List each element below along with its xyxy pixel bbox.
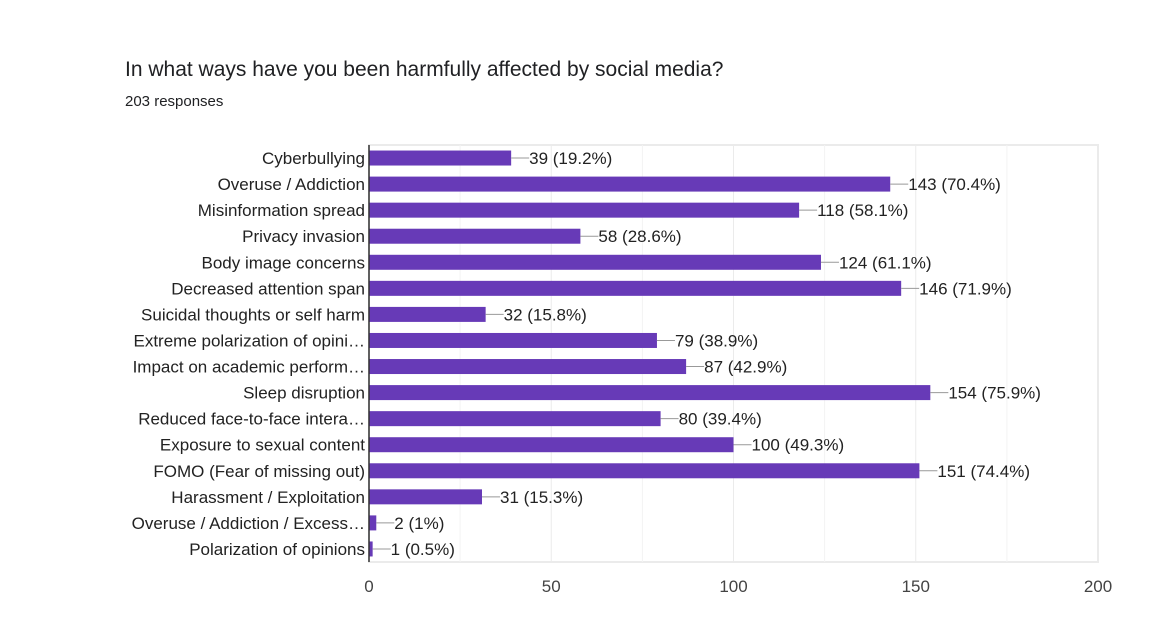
bar[interactable] — [369, 306, 486, 322]
x-tick-label: 0 — [364, 577, 373, 596]
bar[interactable] — [369, 176, 891, 192]
bar[interactable] — [369, 280, 902, 296]
value-label: 124 (61.1%) — [839, 253, 932, 272]
category-labels: Cyberbullying Overuse / Addiction Misinfor… — [132, 149, 366, 559]
value-label: 39 (19.2%) — [529, 149, 612, 168]
value-label: 143 (70.4%) — [908, 175, 1001, 194]
value-label: 2 (1%) — [394, 514, 444, 533]
value-label: 100 (49.3%) — [752, 436, 845, 455]
value-label: 154 (75.9%) — [948, 384, 1041, 403]
value-label: 87 (42.9%) — [704, 358, 787, 377]
value-label: 58 (28.6%) — [598, 227, 681, 246]
value-label: 80 (39.4%) — [679, 410, 762, 429]
category-label: FOMO (Fear of missing out) — [153, 462, 365, 481]
category-label: Misinformation spread — [198, 201, 365, 220]
bar[interactable] — [369, 541, 373, 557]
category-label: Overuse / Addiction / Excess… — [132, 514, 365, 533]
category-label: Exposure to sexual content — [160, 436, 365, 455]
bar[interactable] — [369, 254, 821, 270]
x-tick-label: 50 — [542, 577, 561, 596]
chart-title: In what ways have you been harmfully aff… — [125, 58, 724, 81]
bar[interactable] — [369, 489, 482, 505]
category-label: Harassment / Exploitation — [171, 488, 365, 507]
bar[interactable] — [369, 332, 657, 348]
bar[interactable] — [369, 228, 581, 244]
bar[interactable] — [369, 463, 920, 479]
category-label: Privacy invasion — [242, 227, 365, 246]
value-label: 118 (58.1%) — [817, 201, 908, 220]
response-count: 203 responses — [125, 93, 224, 110]
x-tick-label: 150 — [902, 577, 930, 596]
value-labels: 39 (19.2%) 143 (70.4%)118 (58.1%) 58 (28.6… — [372, 149, 1041, 559]
category-label: Decreased attention span — [171, 279, 365, 298]
bar[interactable] — [369, 385, 931, 401]
bar[interactable] — [369, 515, 377, 531]
x-tick-label: 200 — [1084, 577, 1112, 596]
category-label: Cyberbullying — [262, 149, 365, 168]
bar[interactable] — [369, 411, 661, 427]
category-label: Sleep disruption — [243, 384, 365, 403]
value-label: 79 (38.9%) — [675, 331, 758, 350]
value-label: 1 (0.5%) — [391, 540, 455, 559]
value-label: 31 (15.3%) — [500, 488, 583, 507]
value-label: 146 (71.9%) — [919, 279, 1012, 298]
bar[interactable] — [369, 202, 800, 218]
category-label: Impact on academic perform… — [133, 358, 365, 377]
category-label: Polarization of opinions — [189, 540, 365, 559]
bar[interactable] — [369, 437, 734, 453]
category-label: Body image concerns — [202, 253, 365, 272]
value-label: 32 (15.8%) — [504, 305, 587, 324]
bar[interactable] — [369, 150, 512, 166]
category-label: Overuse / Addiction — [218, 175, 365, 194]
bars — [369, 150, 931, 557]
category-label: Extreme polarization of opini… — [133, 331, 365, 350]
x-axis-ticks: 0 50 100 150 200 — [364, 577, 1112, 596]
category-label: Suicidal thoughts or self harm — [141, 305, 365, 324]
x-tick-label: 100 — [719, 577, 747, 596]
value-label: 151 (74.4%) — [937, 462, 1030, 481]
category-label: Reduced face-to-face intera… — [138, 410, 365, 429]
bar[interactable] — [369, 359, 687, 375]
